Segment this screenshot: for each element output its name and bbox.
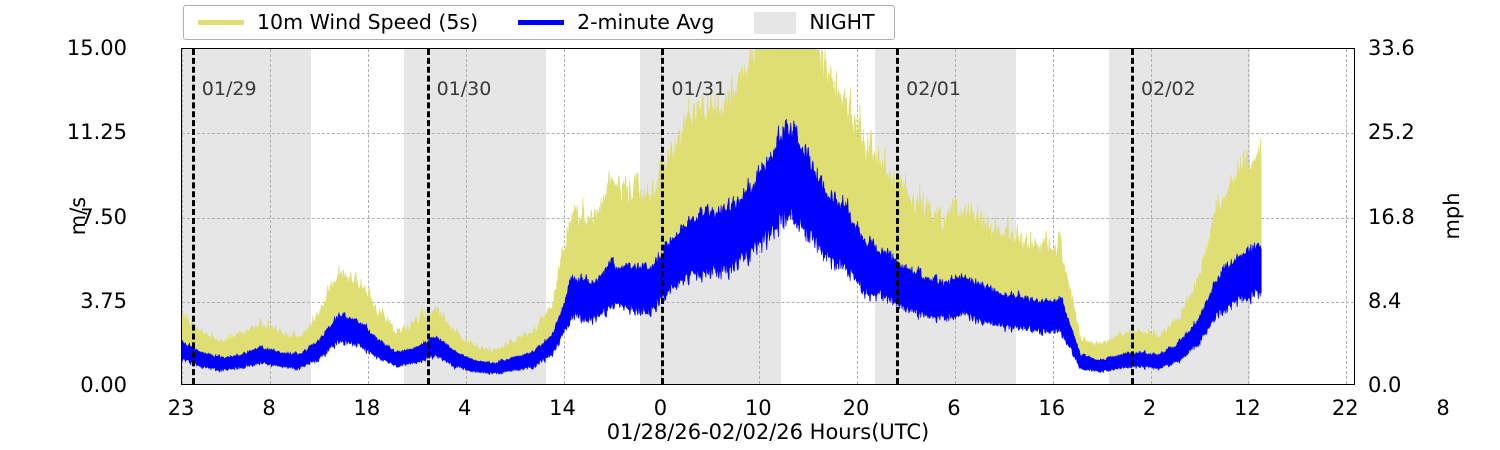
x-tick — [955, 384, 956, 385]
x-tick — [1151, 384, 1152, 385]
y-tick-right — [1354, 49, 1355, 50]
y-axis-right-tick-label: 33.6 — [1368, 36, 1415, 60]
day-label: 01/29 — [201, 78, 257, 100]
day-label: 01/31 — [671, 78, 727, 100]
x-axis-tick-label: 18 — [353, 396, 381, 420]
legend-patch-swatch-night — [754, 11, 797, 34]
day-label: 02/01 — [906, 78, 961, 100]
y-axis-left-tick-label: 3.75 — [80, 288, 127, 313]
grid-line-vertical — [1052, 49, 1054, 384]
x-axis-tick-label: 14 — [549, 396, 576, 420]
x-axis-tick-label: 20 — [842, 396, 870, 420]
y-axis-left-tick-label: 15.00 — [66, 36, 127, 60]
grid-line-vertical — [1150, 49, 1152, 384]
x-tick — [466, 384, 467, 385]
y-axis-right-tick-label: 0.0 — [1368, 373, 1402, 397]
x-tick — [759, 384, 760, 385]
y-axis-left-tick-label: 0.00 — [80, 373, 127, 397]
night-band — [182, 49, 312, 384]
legend-line-swatch-gust — [198, 20, 244, 25]
grid-line-vertical — [367, 49, 369, 384]
average-envelope-path — [182, 118, 1262, 375]
grid-line-vertical — [563, 49, 565, 384]
x-tick — [1248, 384, 1249, 385]
x-axis-tick-label: 22 — [1331, 396, 1359, 420]
day-divider-line — [1130, 49, 1134, 384]
x-axis-tick-label: 6 — [947, 396, 961, 420]
x-axis-tick-label: 8 — [262, 396, 276, 420]
legend-entry-gust: 10m Wind Speed (5s) — [198, 6, 478, 39]
y-axis-left-tick-label: 11.25 — [66, 120, 127, 145]
day-divider-line — [661, 49, 665, 384]
chart-legend: 10m Wind Speed (5s) 2-minute Avg NIGHT — [183, 5, 895, 40]
grid-line-vertical — [1346, 49, 1348, 384]
y-tick-right — [1354, 302, 1355, 303]
day-label: 02/02 — [1140, 78, 1196, 100]
y-tick-right — [1354, 218, 1355, 219]
x-axis-tick-label: 0 — [653, 396, 668, 420]
legend-label-avg: 2-minute Avg — [577, 10, 715, 35]
x-axis-tick-label: 12 — [1234, 396, 1261, 420]
wind-speed-traces — [182, 49, 1262, 375]
x-tick — [661, 384, 662, 385]
y-axis-right-tick-label: 16.8 — [1368, 204, 1415, 229]
x-tick — [857, 384, 858, 385]
y-tick-right — [1354, 133, 1355, 134]
x-tick — [182, 384, 183, 385]
y-axis-right-tick-label: 8.4 — [1368, 288, 1402, 313]
x-axis-tick-label: 8 — [1436, 396, 1450, 420]
grid-line-horizontal — [182, 301, 1354, 303]
grid-line-vertical — [465, 49, 467, 384]
day-divider-line — [426, 49, 430, 384]
day-label: 01/30 — [436, 78, 492, 100]
grid-line-vertical — [182, 49, 183, 384]
x-tick — [1346, 384, 1347, 385]
x-axis-title: 01/28/26-02/02/26 Hours(UTC) — [606, 420, 930, 444]
day-divider-line — [191, 49, 195, 384]
grid-line-vertical — [270, 49, 272, 384]
average-trace — [182, 118, 1262, 375]
y-axis-right-title: mph — [1440, 192, 1464, 240]
legend-label-gust: 10m Wind Speed (5s) — [257, 10, 479, 35]
y-axis-left-title: m/s — [66, 196, 90, 236]
x-axis-tick-label: 4 — [458, 396, 472, 420]
plot-area: 01/29 01/30 01/31 02/01 02/02 — [181, 48, 1355, 385]
legend-label-night: NIGHT — [809, 10, 875, 35]
legend-line-swatch-avg — [518, 20, 565, 25]
day-divider-line — [896, 49, 900, 384]
y-axis-right-tick-label: 25.2 — [1368, 120, 1415, 145]
legend-entry-night: NIGHT — [754, 6, 875, 39]
x-axis-tick-label: 2 — [1142, 396, 1157, 420]
x-axis-tick-label: 23 — [167, 396, 195, 420]
x-tick — [368, 384, 369, 385]
x-axis-tick-label: 10 — [744, 396, 772, 420]
x-tick — [564, 384, 565, 385]
legend-entry-avg: 2-minute Avg — [518, 6, 714, 39]
x-axis-tick-label: 16 — [1038, 396, 1066, 420]
y-axis-left-tick-label: 7.50 — [80, 204, 127, 229]
x-tick — [1053, 384, 1054, 385]
x-tick — [270, 384, 271, 385]
